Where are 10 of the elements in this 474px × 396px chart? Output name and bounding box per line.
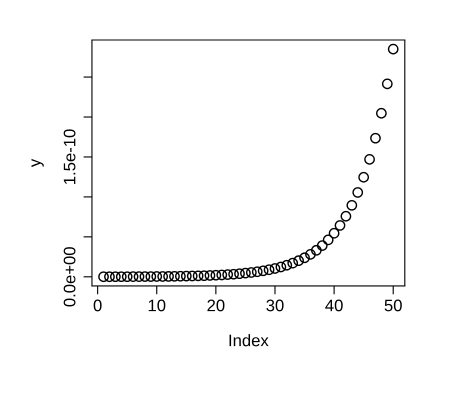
x-axis-title: Index [230,334,269,346]
x-tick-label: 50 [384,300,402,312]
x-tick-label: 0 [94,300,102,312]
x-tick-label: 30 [266,300,284,312]
y-tick-label: 1.5e-10 [64,129,76,184]
x-tick-label: 20 [207,300,224,312]
x-tick-label: 40 [325,300,343,312]
y-tick-label: 0.0e+00 [64,247,76,307]
y-axis-title: y [32,158,44,168]
x-tick-label: 10 [148,300,166,312]
